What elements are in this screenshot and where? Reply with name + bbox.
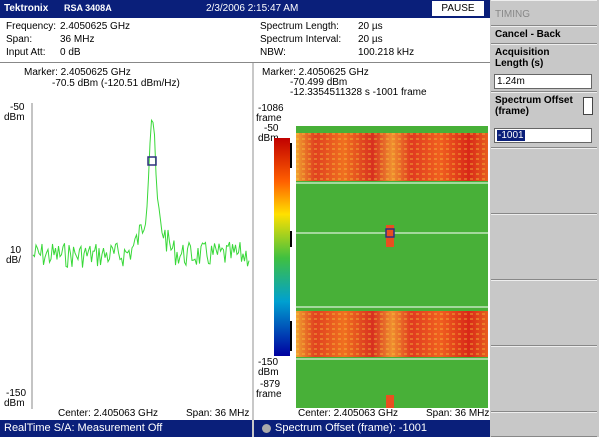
pause-button[interactable]: PAUSE <box>432 1 484 16</box>
signal-band <box>296 311 488 357</box>
settings: Frequency:2.4050625 GHz Span:36 MHz Inpu… <box>0 18 490 63</box>
setting-value: 36 MHz <box>60 34 94 45</box>
status-text: RealTime S/A: Measurement Off <box>0 422 162 434</box>
cancel-button[interactable]: Cancel - Back <box>491 26 597 44</box>
selected-text: -1001 <box>497 130 525 141</box>
setting-label: Input Att: <box>6 47 60 58</box>
spectrogram-plot: Marker: 2.4050625 GHz -70.499 dBm -12.33… <box>254 63 490 420</box>
setting-value: 20 µs <box>358 21 383 32</box>
color-bar-indicator <box>290 143 292 168</box>
scale-unit: dB/ <box>6 255 21 266</box>
center-label: Center: 2.405063 GHz <box>298 408 398 419</box>
span-label: Span: 36 MHz <box>426 408 489 419</box>
setting-row: NBW:100.218 kHz <box>260 47 414 58</box>
setting-label: Spectrum Length: <box>260 21 358 32</box>
brand: Tektronix <box>4 3 48 14</box>
marker-text: Marker: 2.4050625 GHz <box>24 67 131 78</box>
status-text: Spectrum Offset (frame): -1001 <box>275 422 427 434</box>
setting-row: Input Att:0 dB <box>6 47 81 58</box>
menu-button[interactable] <box>491 214 597 280</box>
datetime: 2/3/2006 2:15:47 AM <box>206 3 298 14</box>
setting-value: 20 µs <box>358 34 383 45</box>
spectrogram-panel: Marker: 2.4050625 GHz -70.499 dBm -12.33… <box>254 63 490 420</box>
button-label: Spectrum Offset (frame) <box>495 95 579 117</box>
spectrum-panel: Marker: 2.4050625 GHz -70.5 dBm (-120.51… <box>0 63 252 420</box>
setting-row: Frequency:2.4050625 GHz <box>6 21 130 32</box>
signal-band <box>296 133 488 181</box>
knob-icon <box>262 424 271 433</box>
color-bar <box>274 138 290 356</box>
setting-label: NBW: <box>260 47 358 58</box>
setting-row: Span:36 MHz <box>6 34 94 45</box>
page: RSA 3408A { "header": {"brand": "Tektron… <box>0 0 599 437</box>
menu-button[interactable] <box>491 280 597 346</box>
top-unit: dBm <box>4 112 25 123</box>
button-label: Acquisition Length (s) <box>495 47 575 69</box>
setting-value: 100.218 kHz <box>358 47 414 58</box>
setting-label: Spectrum Interval: <box>260 34 358 45</box>
spectrum-plot: Marker: 2.4050625 GHz -70.5 dBm (-120.51… <box>0 63 252 420</box>
offset-input[interactable]: -1001 <box>494 128 592 143</box>
color-bar-indicator <box>290 321 292 351</box>
model: RSA 3408A <box>64 3 112 13</box>
status-left: RealTime S/A: Measurement Off <box>0 420 252 437</box>
span-label: Span: 36 MHz <box>186 408 249 419</box>
title-bar: Tektronix RSA 3408A 2/3/2006 2:15:47 AM … <box>0 0 490 18</box>
side-panel: TIMING Cancel - Back Acquisition Length … <box>491 0 599 437</box>
signal-burst <box>386 395 394 408</box>
center-label: Center: 2.405063 GHz <box>58 408 158 419</box>
setting-row: Spectrum Length:20 µs <box>260 21 383 32</box>
setting-label: Frequency: <box>6 21 60 32</box>
status-right: Spectrum Offset (frame): -1001 <box>254 420 490 437</box>
bottom-unit: dBm <box>258 367 279 378</box>
spectrum-trace <box>33 120 249 267</box>
screen: Tektronix RSA 3408A 2/3/2006 2:15:47 AM … <box>0 0 599 437</box>
setting-value: 0 dB <box>60 47 81 58</box>
bottom-frame-unit: frame <box>256 389 282 400</box>
setting-row: Spectrum Interval:20 µs <box>260 34 383 45</box>
marker-level: -70.5 dBm (-120.51 dBm/Hz) <box>52 78 180 89</box>
color-bar-indicator <box>290 231 292 247</box>
acquisition-input[interactable]: 1.24m <box>494 74 592 89</box>
menu-title: TIMING <box>491 0 597 26</box>
setting-label: Span: <box>6 34 60 45</box>
spinner[interactable] <box>583 97 593 115</box>
menu-button[interactable] <box>491 148 597 214</box>
menu-button[interactable] <box>491 346 597 412</box>
setting-value: 2.4050625 GHz <box>60 21 130 32</box>
bottom-unit: dBm <box>4 398 25 409</box>
marker-time: -12.3354511328 s -1001 frame <box>290 87 427 98</box>
menu-button[interactable] <box>491 412 597 437</box>
